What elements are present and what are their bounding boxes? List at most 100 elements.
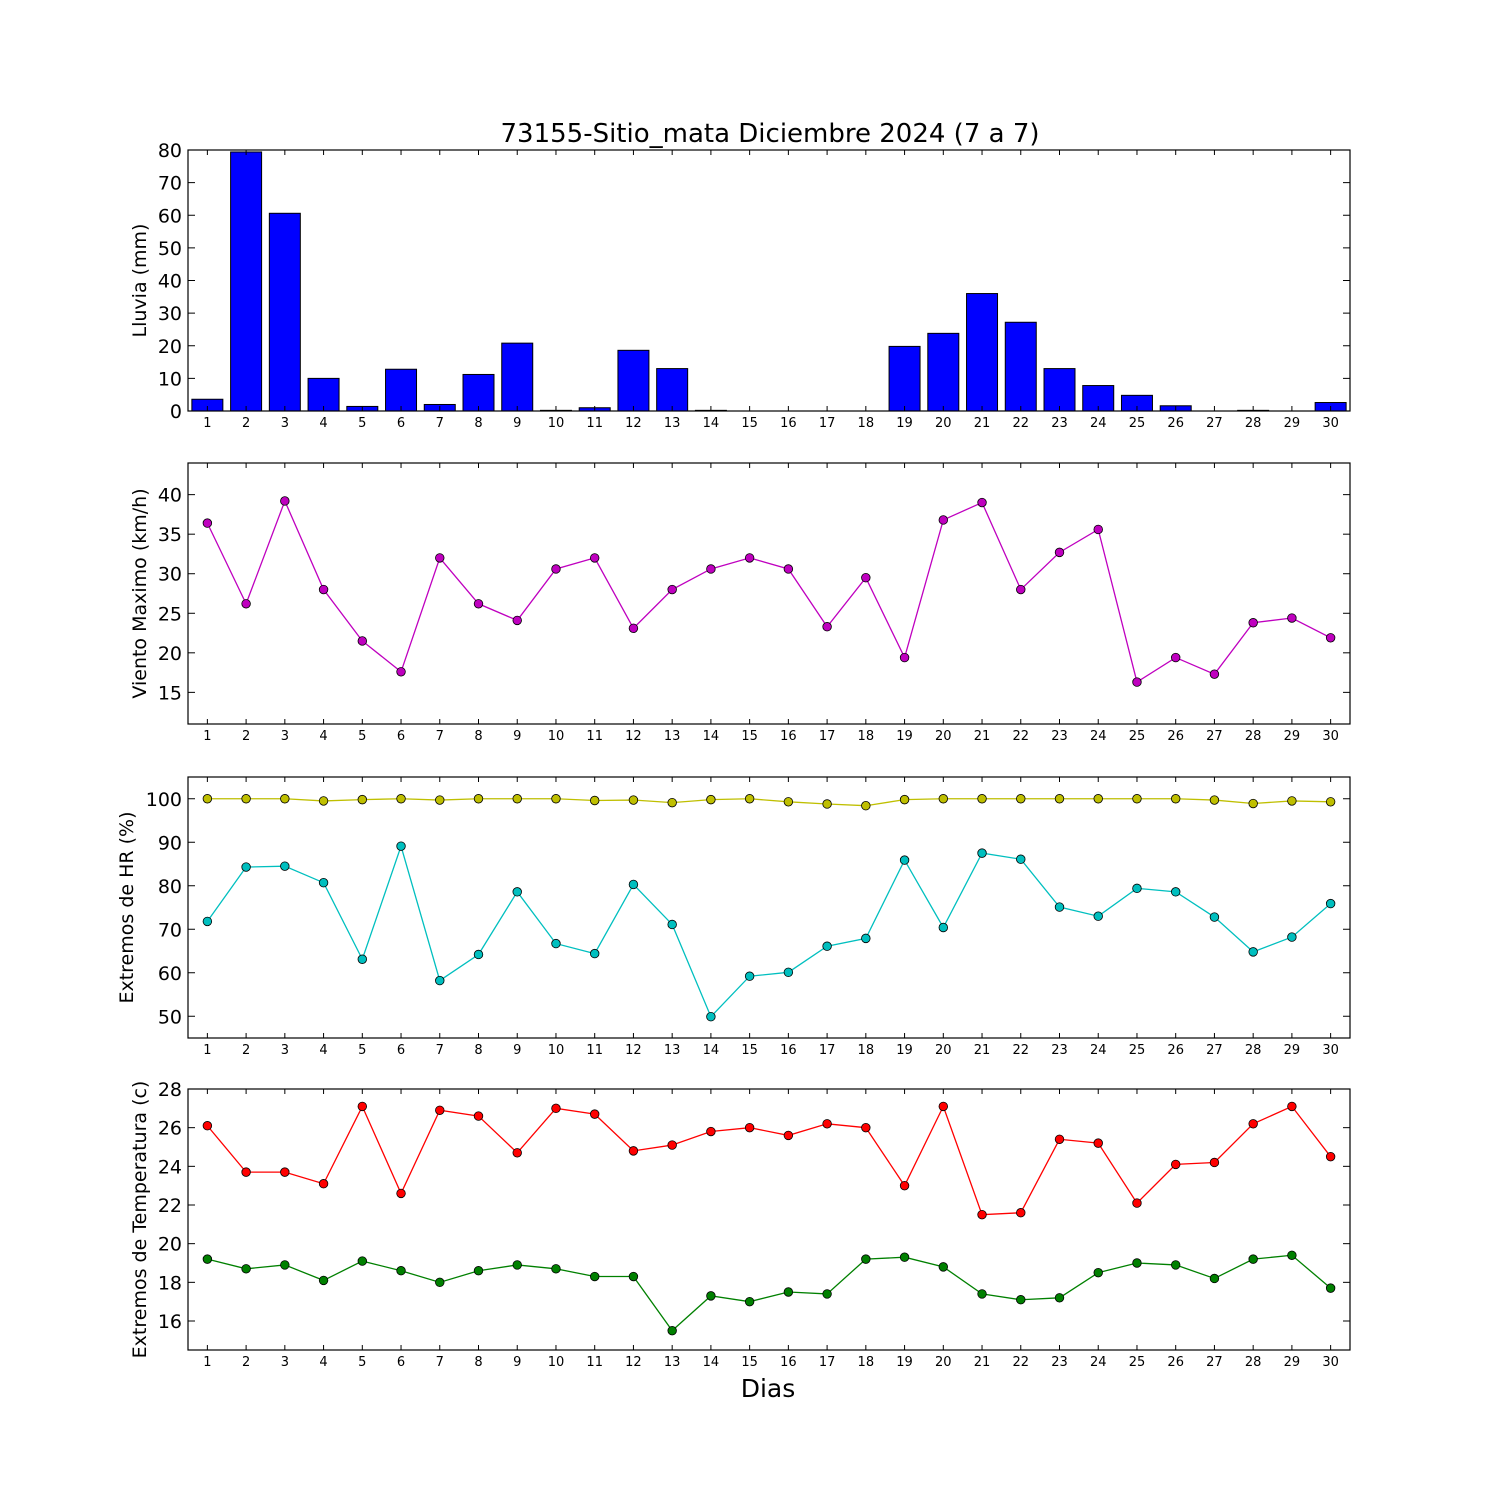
- data-point: [396, 794, 406, 804]
- rain-bar: [966, 293, 999, 412]
- x-tick-label: 14: [703, 729, 720, 744]
- x-tick-label: 27: [1206, 1043, 1223, 1058]
- x-tick-label: 3: [281, 1355, 289, 1370]
- data-point: [357, 794, 368, 805]
- panel-3: 1 2 3 4 5 6 7 8 9 10 11 12 13 14 15 16 17 18 19 20 21 22 23 24 2…: [116, 776, 1351, 1058]
- x-tick-label: 20: [935, 729, 952, 744]
- x-tick-label: 17: [819, 1355, 836, 1370]
- y-axis-label: Viento Maximo (km/h): [129, 488, 151, 698]
- data-point: [667, 584, 677, 595]
- data-point: [899, 652, 910, 663]
- x-tick-label: 11: [586, 1355, 603, 1370]
- data-point: [1093, 794, 1103, 804]
- data-point: [590, 795, 600, 806]
- x-tick-label: 15: [741, 416, 758, 431]
- data-point: [861, 1254, 871, 1264]
- data-point: [783, 1130, 794, 1141]
- data-point: [783, 564, 794, 574]
- data-point: [706, 794, 716, 805]
- data-point: [590, 553, 600, 563]
- rain-bar: [656, 368, 689, 412]
- x-tick-label: 18: [858, 416, 875, 431]
- data-point: [1325, 898, 1336, 909]
- data-point: [1248, 618, 1258, 628]
- x-tick-label: 21: [974, 416, 991, 431]
- x-tick-label: 16: [780, 416, 797, 431]
- data-point: [822, 799, 832, 809]
- axes-frame: [187, 462, 1351, 725]
- data-point: [899, 855, 910, 865]
- y-tick-label: 28: [158, 1079, 182, 1101]
- y-tick-label: 100: [146, 789, 182, 811]
- x-tick-label: 27: [1206, 729, 1223, 744]
- x-tick-label: 25: [1129, 1043, 1146, 1058]
- data-point: [512, 615, 522, 626]
- data-point: [1248, 947, 1258, 957]
- series-line-2: [207, 1254, 1332, 1332]
- data-point: [357, 1256, 368, 1266]
- x-tick-label: 3: [281, 1043, 289, 1058]
- rain-bar: [307, 377, 340, 412]
- x-tick-label: 21: [974, 729, 991, 744]
- y-tick-label: 25: [158, 603, 182, 625]
- data-point: [667, 1140, 677, 1150]
- x-tick-label: 17: [819, 1043, 836, 1058]
- x-tick-label: 19: [896, 729, 913, 744]
- rain-bar: [1043, 368, 1076, 412]
- x-tick-label: 8: [474, 416, 482, 431]
- data-point: [280, 1167, 290, 1177]
- data-point: [628, 623, 639, 634]
- x-tick-label: 30: [1322, 729, 1339, 744]
- x-tick-label: 17: [819, 416, 836, 431]
- axes-frame: [187, 776, 1351, 1039]
- data-point: [1054, 547, 1065, 558]
- data-point: [1287, 613, 1297, 623]
- x-tick-label: 30: [1322, 1355, 1339, 1370]
- data-point: [667, 797, 677, 808]
- y-axis-label: Extremos de Temperatura (c): [129, 1081, 151, 1359]
- x-tick-label: 15: [741, 729, 758, 744]
- x-tick-label: 1: [203, 416, 211, 431]
- data-point: [551, 1264, 561, 1274]
- x-tick-label: 9: [513, 1043, 521, 1058]
- data-point: [744, 1296, 755, 1307]
- y-tick-label: 80: [158, 140, 182, 162]
- rain-bar: [268, 212, 301, 412]
- x-tick-label: 22: [1012, 729, 1029, 744]
- data-point: [318, 1179, 329, 1189]
- x-tick-label: 7: [436, 729, 444, 744]
- data-point: [1248, 798, 1258, 809]
- data-point: [318, 584, 329, 595]
- x-tick-label: 20: [935, 416, 952, 431]
- data-point: [318, 1275, 329, 1286]
- y-tick-label: 0: [170, 401, 182, 423]
- data-point: [1093, 1267, 1103, 1278]
- rain-bar: [462, 373, 495, 412]
- x-tick-label: 18: [858, 1043, 875, 1058]
- data-point: [202, 1121, 213, 1131]
- x-tick-label: 22: [1012, 1355, 1029, 1370]
- y-tick-label: 15: [158, 682, 182, 704]
- x-tick-label: 5: [358, 729, 366, 744]
- x-tick-label: 23: [1051, 1355, 1068, 1370]
- x-tick-label: 25: [1129, 416, 1146, 431]
- data-point: [1132, 1198, 1142, 1208]
- x-tick-label: 10: [548, 416, 565, 431]
- y-tick-label: 40: [158, 485, 182, 507]
- data-point: [744, 553, 755, 563]
- x-tick-label: 26: [1167, 1043, 1184, 1058]
- y-tick-label: 90: [158, 832, 182, 854]
- x-tick-label: 11: [586, 1043, 603, 1058]
- x-tick-label: 10: [548, 1355, 565, 1370]
- x-axis-label: Dias: [741, 1374, 796, 1403]
- data-point: [1209, 912, 1220, 922]
- x-tick-label: 28: [1245, 1043, 1262, 1058]
- data-point: [667, 1325, 677, 1336]
- x-tick-label: 15: [741, 1043, 758, 1058]
- x-tick-label: 10: [548, 729, 565, 744]
- data-point: [822, 1289, 832, 1299]
- y-tick-label: 35: [158, 524, 182, 546]
- data-point: [202, 1254, 213, 1264]
- x-tick-label: 23: [1051, 416, 1068, 431]
- x-tick-label: 21: [974, 1043, 991, 1058]
